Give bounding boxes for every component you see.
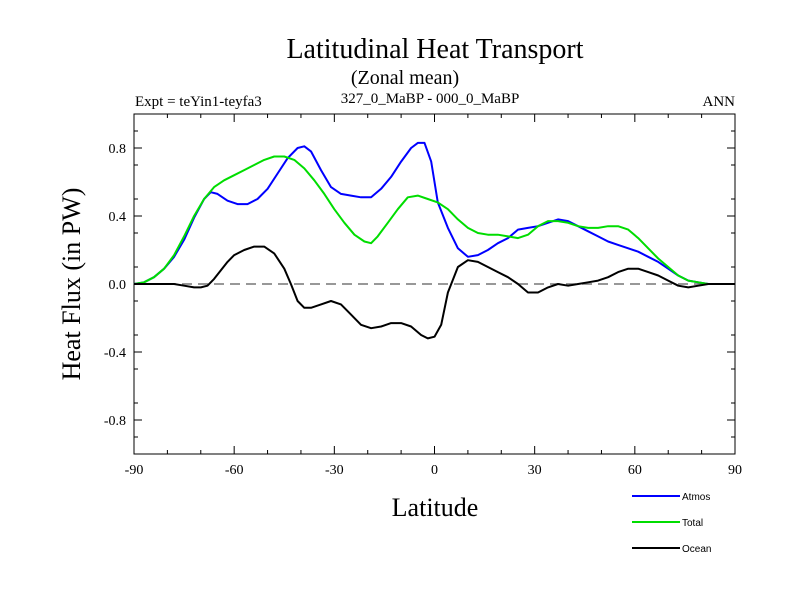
legend-label-total: Total [682,518,703,529]
x-tick-label: -90 [125,463,144,478]
series-line-atmos [133,141,735,285]
legend-label-ocean: Ocean [682,544,711,555]
x-tick-label: -60 [225,463,244,478]
plot-frame [133,113,736,455]
series-line-ocean [134,245,735,340]
x-tick-label: 30 [528,463,542,478]
chart-title: Latitudinal Heat Transport [286,34,583,65]
experiment-label: Expt = teYin1-teyfa3 [135,94,262,110]
x-tick-label: 90 [728,463,742,478]
y-axis-label: Heat Flux (in PW) [57,188,86,381]
series-line-total [133,155,735,285]
y-tick-label: -0.4 [104,346,126,361]
y-tick-label: 0.4 [109,210,127,225]
y-tick-label: 0.8 [109,142,127,157]
x-tick-label: 60 [628,463,642,478]
x-axis-label: Latitude [392,493,479,522]
legend-label-atmos: Atmos [682,492,710,503]
period-label: 327_0_MaBP - 000_0_MaBP [341,91,520,107]
season-label: ANN [703,94,736,110]
plot-area: -90 -60 -30 0 30 60 90 -0.8 -0.4 0.0 0.4 0.8 [104,113,742,478]
x-tick-label: -30 [325,463,344,478]
x-tick-label: 0 [431,463,438,478]
y-tick-label: 0.0 [109,278,127,293]
y-tick-label: -0.8 [104,414,126,429]
chart-subtitle: (Zonal mean) [351,67,459,89]
legend: Atmos Total Ocean [632,492,711,555]
